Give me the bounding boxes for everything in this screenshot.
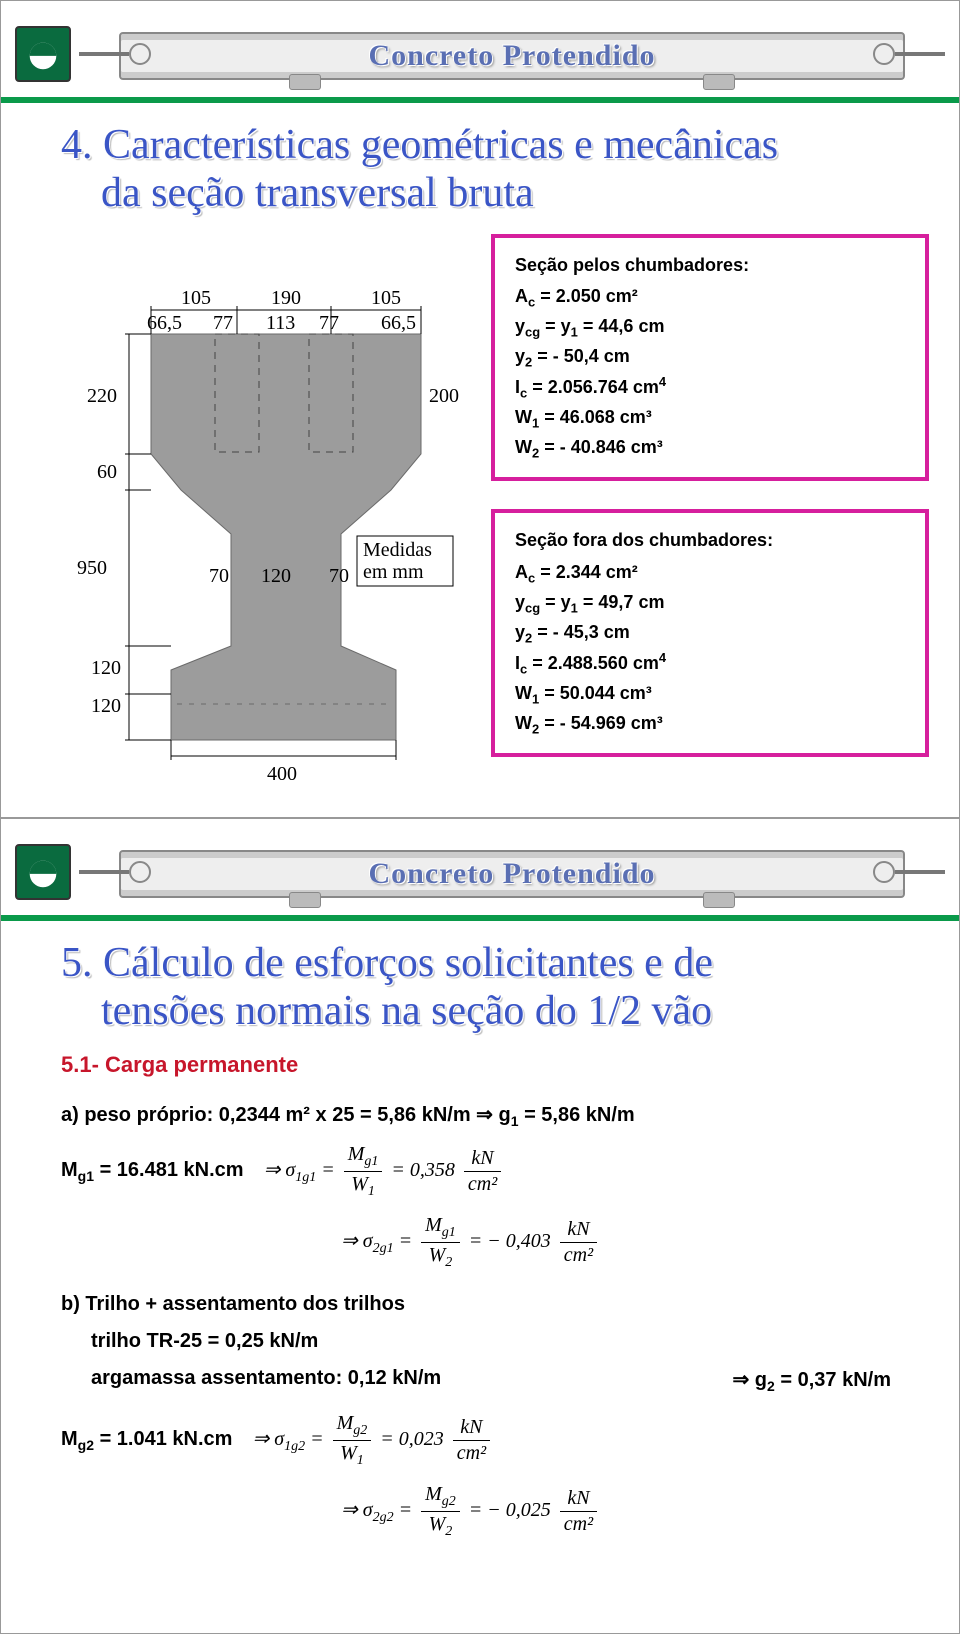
box-line: W2 = - 40.846 cm³ — [515, 434, 905, 464]
banner-left-rod-icon — [79, 42, 159, 66]
box-line: ycg = y1 = 44,6 cm — [515, 313, 905, 343]
banner-foot-icon — [703, 74, 735, 90]
banner-foot-icon — [289, 892, 321, 908]
dim: 66,5 — [381, 312, 416, 334]
dim: 190 — [271, 287, 301, 309]
banner-bar: Concreto Protendido — [79, 836, 945, 908]
a-line: a) peso próprio: 0,2344 m² x 25 = 5,86 k… — [61, 1102, 899, 1129]
box-secao-fora-chumbadores: Seção fora dos chumbadores: Ac = 2.344 c… — [491, 509, 929, 757]
b-line-2: trilho TR-25 = 0,25 kN/m — [61, 1330, 899, 1353]
box-line: Ic = 2.488.560 cm4 — [515, 648, 905, 680]
box-line: y2 = - 50,4 cm — [515, 343, 905, 373]
dim: 120 — [91, 657, 121, 679]
box-secao-chumbadores: Seção pelos chumbadores: Ac = 2.050 cm² … — [491, 234, 929, 482]
dim: 77 — [319, 312, 339, 334]
box-line: ycg = y1 = 49,7 cm — [515, 589, 905, 619]
box-line: Ac = 2.050 cm² — [515, 283, 905, 313]
banner-right-rod-icon — [865, 860, 945, 884]
banner-bar: Concreto Protendido — [79, 18, 945, 90]
dim: 105 — [181, 287, 211, 309]
dim: 70 — [329, 565, 349, 587]
box-line: y2 = - 45,3 cm — [515, 619, 905, 649]
dim: 66,5 — [147, 312, 182, 334]
dim: 60 — [97, 461, 117, 483]
dim: 120 — [261, 565, 291, 587]
box-line: W2 = - 54.969 cm³ — [515, 710, 905, 740]
dim: 950 — [77, 557, 107, 579]
box-line: Ac = 2.344 cm² — [515, 559, 905, 589]
box-title: Seção pelos chumbadores: — [515, 252, 905, 280]
banner-title: Concreto Protendido — [368, 39, 655, 73]
brand-helmet-icon — [15, 844, 71, 900]
b-line-3: argamassa assentamento: 0,12 kN/m ⇒ g2 =… — [61, 1367, 891, 1394]
box-line: Ic = 2.056.764 cm4 — [515, 372, 905, 404]
dim: 70 — [209, 565, 229, 587]
section-title-4: 4. Características geométricas e mecânic… — [1, 103, 959, 224]
section-title-5: 5. Cálculo de esforços solicitantes e de… — [1, 921, 959, 1042]
dim: 120 — [91, 695, 121, 717]
sigma2g1: ⇒ σ2g1 = Mg1W2 = − 0,403 kNcm² — [61, 1214, 899, 1271]
banner-title: Concreto Protendido — [368, 857, 655, 891]
cross-section-diagram: 105 190 105 66,5 77 113 77 66,5 220 60 9… — [41, 234, 471, 794]
slide-section-4: Concreto Protendido 4. Características g… — [0, 0, 960, 818]
subhead-carga-permanente: 5.1- Carga permanente — [61, 1052, 899, 1078]
dim-label: em mm — [363, 561, 424, 583]
dim: 105 — [371, 287, 401, 309]
sigma1g2: ⇒ σ1g2 = Mg2W1 = 0,023 kNcm² — [252, 1412, 494, 1469]
box-line: W1 = 46.068 cm³ — [515, 404, 905, 434]
banner: Concreto Protendido — [15, 833, 945, 911]
mg1-line: Mg1 = 16.481 kN.cm ⇒ σ1g1 = Mg1W1 = 0,35… — [61, 1143, 899, 1200]
sigma1g1: ⇒ σ1g1 = Mg1W1 = 0,358 kNcm² — [264, 1143, 506, 1200]
banner: Concreto Protendido — [15, 15, 945, 93]
brand-helmet-icon — [15, 26, 71, 82]
banner-right-rod-icon — [865, 42, 945, 66]
dim: 200 — [429, 385, 459, 407]
banner-foot-icon — [289, 74, 321, 90]
banner-foot-icon — [703, 892, 735, 908]
dim: 77 — [213, 312, 233, 334]
box-title: Seção fora dos chumbadores: — [515, 527, 905, 555]
b-line-1: b) Trilho + assentamento dos trilhos — [61, 1293, 899, 1316]
dim: 113 — [266, 312, 295, 334]
dim-label: Medidas — [363, 539, 432, 561]
dim: 400 — [267, 763, 297, 785]
mg2-line: Mg2 = 1.041 kN.cm ⇒ σ1g2 = Mg2W1 = 0,023… — [61, 1412, 899, 1469]
dim: 220 — [87, 385, 117, 407]
box-line: W1 = 50.044 cm³ — [515, 680, 905, 710]
banner-left-rod-icon — [79, 860, 159, 884]
slide-section-5: Concreto Protendido 5. Cálculo de esforç… — [0, 818, 960, 1634]
sigma2g2: ⇒ σ2g2 = Mg2W2 = − 0,025 kNcm² — [61, 1483, 899, 1540]
